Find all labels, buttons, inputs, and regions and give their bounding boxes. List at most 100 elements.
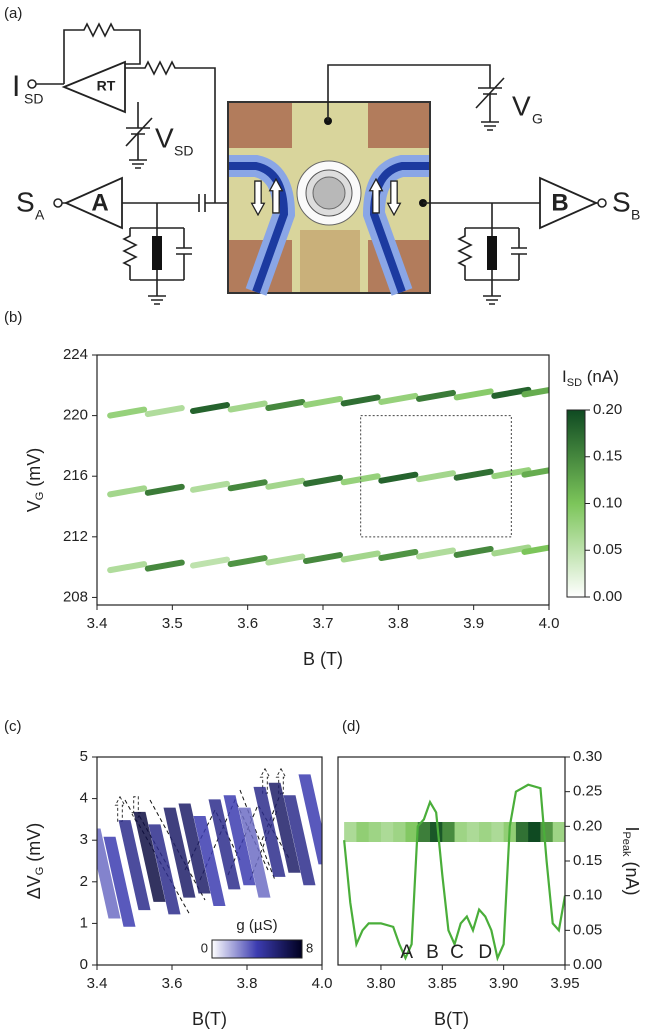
peak [303,474,343,487]
band-cell [466,822,480,842]
y2-tick-label: 0.20 [573,817,602,834]
peak [491,386,532,399]
plot-area [97,774,322,927]
x-tick-label: 3.8 [237,975,258,992]
annotation: D [478,942,492,963]
conductance-ridge [283,795,316,886]
panel-label: (b) [4,309,22,326]
conductance-ridge [163,807,196,898]
band-cell [442,822,456,842]
conductance-ridge [118,820,151,911]
colorbar [566,409,586,598]
y-tick-label: 208 [63,588,88,605]
panel-label: (d) [342,718,360,735]
panel-label: (a) [4,5,22,22]
conductance-ridge [103,836,136,927]
label-sub: SD [24,91,43,107]
axis-label-part: (mV) [24,823,44,867]
axis-label-part: G [34,492,46,501]
peak [144,559,185,572]
peak [378,471,419,484]
x-tick-label: 4.0 [312,975,333,992]
axis-label: IPeak (nA) [620,826,642,895]
axis-label-part: Peak [620,831,632,857]
x-tick-label: 3.8 [388,615,409,632]
y-tick-label: 220 [63,407,88,424]
y-tick-label: 5 [80,748,88,765]
label: V [512,90,531,121]
band-cell [479,822,492,842]
label-sub: SD [174,143,193,159]
y-tick-label: 224 [63,346,88,363]
annotation: B [426,942,439,963]
label: V [155,122,174,153]
series-line [343,783,565,962]
axis-label-part: (nA) [622,857,642,896]
y-tick-label: 216 [63,467,88,484]
y2-tick-label: 0.25 [573,783,602,800]
axis-label-part: G [34,867,46,876]
x-tick-label: 3.5 [162,615,183,632]
label-sub: G [532,111,543,127]
y-tick-label: 2 [80,873,88,890]
band-cell [405,822,419,842]
colorbar-tick-label: 0.05 [593,541,622,558]
peak [190,402,230,415]
colorbar-tick-label: 0.20 [593,401,622,418]
conductance-ridge [193,816,226,906]
peak [144,483,185,496]
circuit: I SD RT V SD S A A B S B V G [12,22,640,305]
peak [416,389,456,402]
axis-label-part: (mV) [24,448,44,492]
peak [521,467,549,478]
x-axis-title: B (T) [303,649,343,669]
conductance-ridge [133,811,166,902]
plot-area [343,783,565,962]
band-cell [417,822,431,842]
colorbar-tick-label: 8 [306,940,313,955]
peak [227,555,268,568]
band-cell [380,822,394,842]
label: S [612,186,631,217]
peak [340,394,381,407]
axis-label-part: (nA) [582,367,619,386]
peak [416,547,456,560]
axis-label: ΔVG (mV) [24,823,46,900]
axis-label-part: I [622,826,642,831]
label: S [16,186,35,217]
x-tick-label: 3.7 [313,615,334,632]
peak [265,553,306,566]
band-cell [356,822,370,842]
label: I [12,70,20,103]
y2-tick-label: 0.15 [573,852,602,869]
band-cell [540,822,554,842]
conductance-ridge [208,799,241,890]
peak [521,544,549,555]
y2-tick-label: 0.30 [573,748,602,765]
peak [340,550,381,563]
annotation: C [450,942,464,963]
y2-tick-label: 0.00 [573,956,602,973]
peak [227,479,268,492]
peak [107,561,148,574]
peak [303,395,343,408]
amp-label: RT [97,78,116,94]
axis-label-part: ΔV [24,875,44,899]
band-cell [344,822,357,842]
x-axis-title: B(T) [192,1009,227,1029]
label-sub: B [631,207,640,223]
x-tick-label: 3.9 [463,615,484,632]
band-cell [393,822,406,842]
band-cell [491,822,505,842]
axis-label: ISD (nA) [562,367,619,388]
x-tick-label: 3.80 [366,975,395,992]
axis-label: VG (mV) [24,448,46,513]
colorbar-tick-label: 0.15 [593,448,622,465]
y2-tick-label: 0.10 [573,887,602,904]
peak [227,400,268,413]
x-tick-label: 3.4 [87,975,108,992]
amp-label: A [91,189,108,216]
colorbar-label: g (µS) [236,917,277,934]
conductance-ridge [223,795,256,886]
